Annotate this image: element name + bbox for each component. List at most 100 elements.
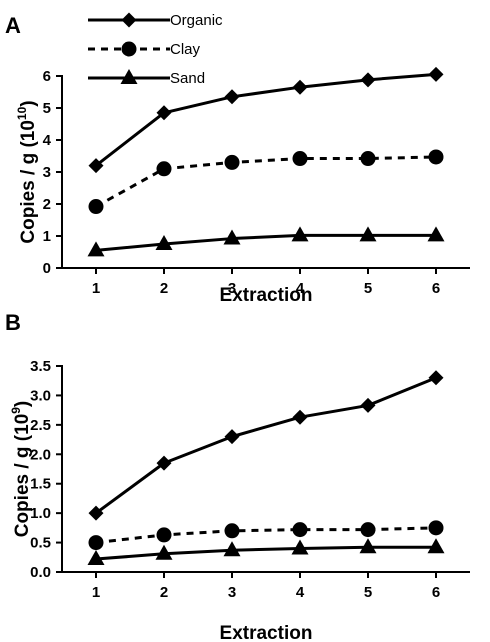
x-tick-label: 1	[92, 280, 100, 297]
y-tick-label: 4	[43, 132, 52, 149]
x-axis-title: Extraction	[220, 285, 313, 306]
y-tick-label: 6	[43, 68, 51, 85]
data-point-sand	[291, 539, 309, 555]
data-point-organic	[156, 105, 172, 121]
x-tick-label: 2	[160, 584, 168, 601]
data-point-sand	[87, 241, 105, 257]
panel-letter: A	[5, 13, 21, 38]
data-point-sand	[223, 229, 241, 245]
x-tick-label: 5	[364, 584, 372, 601]
series-line-clay	[95, 155, 437, 208]
data-point-organic	[428, 370, 444, 386]
y-tick-label: 3.0	[30, 387, 51, 404]
legend-label: Organic	[170, 12, 223, 29]
y-tick-label: 0	[43, 260, 51, 277]
data-point-sand	[155, 544, 173, 560]
data-point-sand	[427, 538, 445, 554]
y-axis-title-main: Copies / g (10	[18, 120, 39, 244]
y-tick-label: 1	[43, 228, 51, 245]
series-clay	[88, 149, 444, 215]
data-point-organic	[224, 89, 240, 105]
y-tick-label: 2.5	[30, 417, 51, 434]
data-point-organic	[292, 409, 308, 425]
data-point-clay	[156, 527, 172, 543]
data-point-organic	[88, 158, 104, 174]
data-point-sand	[223, 541, 241, 557]
y-axis-title-close: )	[12, 401, 33, 407]
data-point-organic	[428, 66, 444, 82]
data-point-clay	[224, 154, 240, 170]
x-tick-label: 4	[296, 584, 305, 601]
series-sand	[87, 226, 445, 257]
data-point-organic	[360, 72, 376, 88]
legend-entry: Sand	[88, 69, 205, 87]
data-point-sand	[155, 235, 173, 250]
y-axis-title: Copies / g (1010)	[15, 100, 39, 243]
legend-marker-clay	[121, 41, 137, 57]
data-point-clay	[88, 535, 104, 551]
data-point-sand	[427, 226, 445, 242]
data-point-sand	[359, 538, 377, 554]
data-point-organic	[88, 505, 104, 521]
data-point-clay	[360, 522, 376, 538]
data-point-clay	[360, 151, 376, 167]
x-tick-label: 4	[296, 280, 305, 297]
legend-label: Clay	[170, 41, 201, 58]
data-point-clay	[156, 161, 172, 177]
x-tick-label: 1	[92, 584, 100, 601]
data-point-organic	[224, 429, 240, 445]
series-clay	[88, 520, 444, 551]
legend-marker-organic	[121, 12, 137, 28]
y-tick-label: 0.5	[30, 535, 51, 552]
y-tick-label: 1.0	[30, 505, 51, 522]
series-line-organic	[95, 72, 437, 167]
series-organic	[88, 370, 444, 521]
data-point-sand	[87, 550, 105, 566]
x-tick-label: 3	[228, 280, 236, 297]
legend-entry: Organic	[88, 12, 223, 29]
y-tick-label: 2	[43, 196, 51, 213]
data-point-clay	[224, 523, 240, 539]
y-tick-label: 1.5	[30, 476, 51, 493]
data-point-organic	[156, 455, 172, 471]
data-point-clay	[428, 520, 444, 536]
data-point-organic	[292, 79, 308, 95]
data-point-clay	[88, 199, 104, 215]
y-axis-title: Copies / g (109)	[9, 401, 33, 538]
y-tick-label: 0.0	[30, 564, 51, 581]
y-tick-label: 3.5	[30, 358, 51, 375]
legend: Organic Clay Sand	[88, 12, 223, 87]
series-organic	[88, 66, 444, 174]
legend-marker-sand	[120, 69, 138, 84]
x-tick-label: 3	[228, 584, 236, 601]
panel-a: A 0 1 2 3 4 5 6 1 2 3 4 5 6 Extraction Copies / g (1010…	[5, 13, 470, 306]
y-tick-label: 2.0	[30, 446, 51, 463]
data-point-clay	[292, 522, 308, 538]
y-tick-label: 3	[43, 164, 51, 181]
x-tick-label: 6	[432, 280, 440, 297]
x-tick-label: 5	[364, 280, 372, 297]
y-tick-label: 5	[43, 100, 51, 117]
legend-entry: Clay	[88, 41, 201, 58]
y-axis-title-exponent: 9	[9, 407, 23, 414]
data-point-clay	[292, 151, 308, 167]
data-point-sand	[291, 226, 309, 242]
x-tick-label: 6	[432, 584, 440, 601]
data-point-organic	[360, 397, 376, 413]
series-line-organic	[95, 376, 437, 515]
y-axis-title-exponent: 10	[15, 106, 29, 120]
y-axis-title-main: Copies / g (10	[12, 414, 33, 538]
data-point-clay	[428, 149, 444, 165]
series-line-clay	[95, 526, 437, 545]
series-line-sand	[95, 233, 436, 252]
x-axis-title: Extraction	[220, 623, 313, 642]
panel-b: B 0.0 0.5 1.0 1.5 2.0 2.5 3.0 3.5 1 2 3 4 5 6 Extractio…	[5, 310, 470, 642]
series-sand	[87, 538, 445, 566]
data-point-sand	[359, 226, 377, 242]
x-tick-label: 2	[160, 280, 168, 297]
y-axis-title-close: )	[18, 100, 39, 106]
legend-label: Sand	[170, 70, 205, 87]
series-line-sand	[95, 545, 436, 561]
panel-letter: B	[5, 310, 21, 335]
